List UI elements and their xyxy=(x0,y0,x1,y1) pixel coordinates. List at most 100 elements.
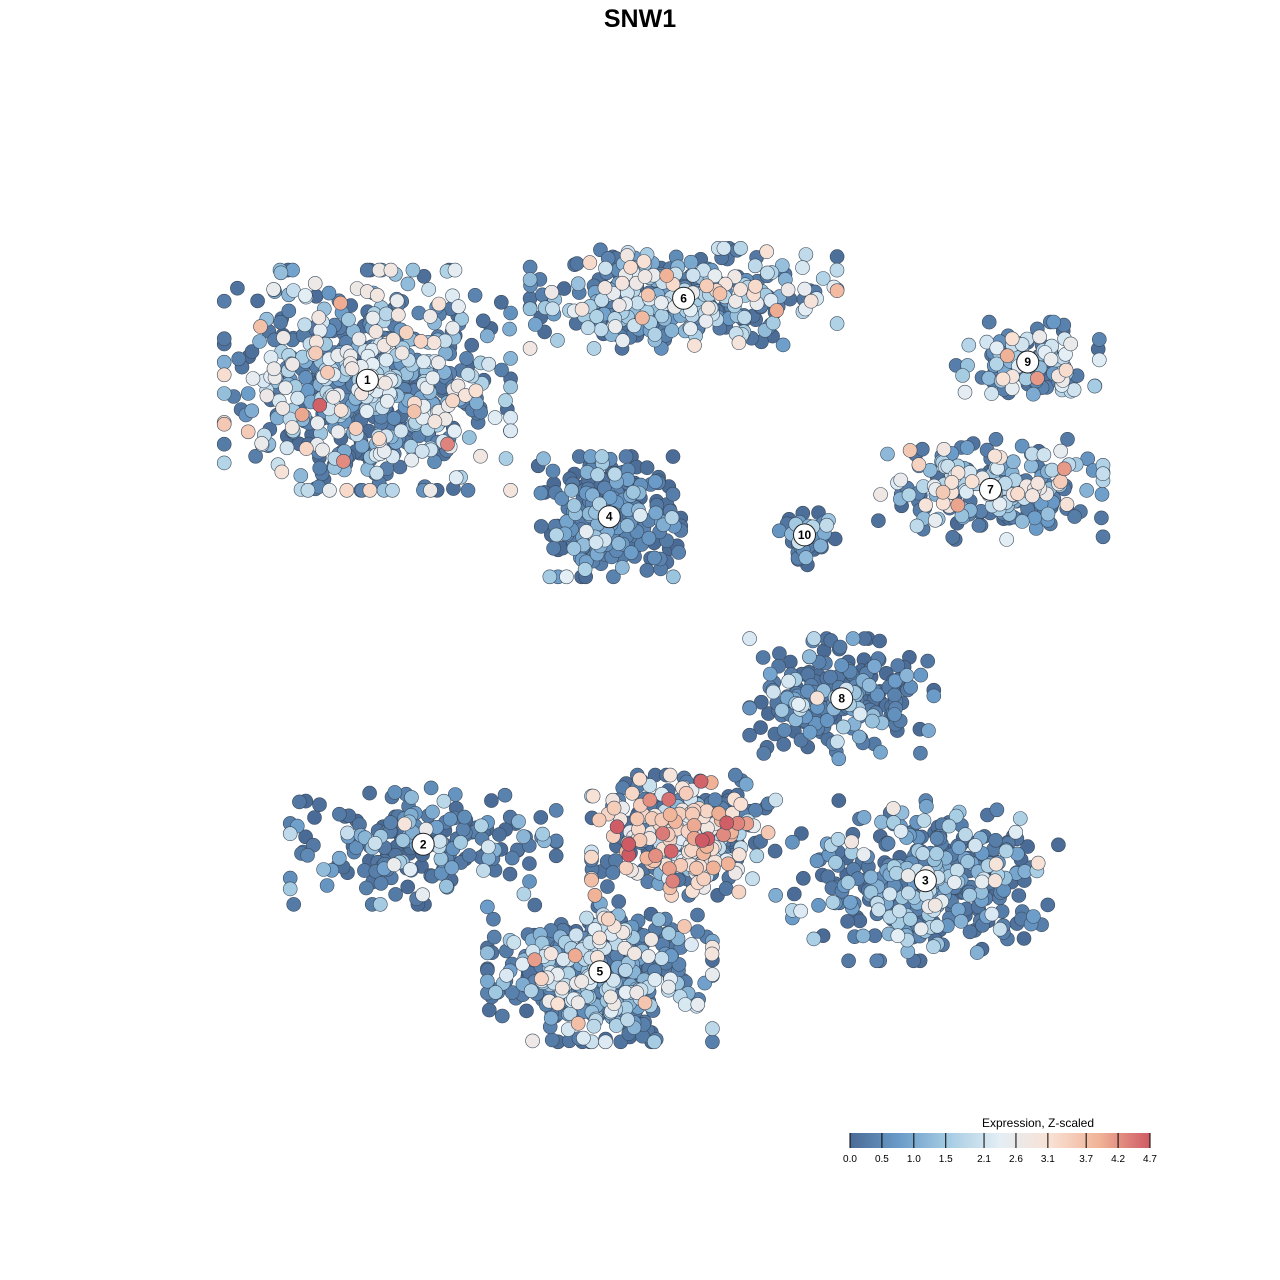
cell-point xyxy=(282,881,298,897)
cell-point xyxy=(527,317,543,332)
cell-point xyxy=(331,850,347,866)
cell-point xyxy=(802,724,818,740)
cell-point xyxy=(1020,839,1035,854)
cell-point xyxy=(1094,510,1109,526)
cell-point xyxy=(440,436,455,452)
cell-point xyxy=(431,355,446,371)
cell-point xyxy=(278,380,293,396)
cell-point xyxy=(276,330,291,345)
cell-point xyxy=(522,301,538,317)
cell-point xyxy=(457,809,472,825)
cell-point xyxy=(719,815,735,831)
cluster-label-1: 1 xyxy=(355,368,379,392)
cell-point xyxy=(700,300,716,316)
cell-point xyxy=(844,834,859,850)
cell-point xyxy=(707,268,723,284)
cell-point xyxy=(774,702,790,718)
cell-point xyxy=(543,1010,559,1026)
cell-point xyxy=(330,424,346,440)
cell-point xyxy=(292,794,307,810)
cell-point xyxy=(491,827,507,842)
legend-tick-label: 3.1 xyxy=(1041,1154,1055,1165)
cell-point xyxy=(611,298,627,313)
cell-point xyxy=(543,946,559,962)
cell-point xyxy=(564,483,579,498)
cell-point xyxy=(731,335,747,351)
cell-point xyxy=(1014,438,1030,454)
cell-point xyxy=(661,861,677,877)
cell-point xyxy=(587,887,603,903)
cell-point xyxy=(1053,474,1068,489)
cell-point xyxy=(927,512,943,528)
cell-point xyxy=(519,1003,534,1019)
cell-point xyxy=(640,287,656,303)
cell-point xyxy=(502,866,518,882)
cell-point xyxy=(1014,514,1030,529)
svg-text:8: 8 xyxy=(838,692,845,706)
legend-tick-label: 0.5 xyxy=(875,1154,889,1165)
cell-point xyxy=(584,872,599,888)
cell-point xyxy=(873,487,888,502)
cell-point xyxy=(559,569,574,585)
cell-point xyxy=(522,856,537,871)
cell-point xyxy=(1005,454,1021,470)
cell-point xyxy=(416,354,431,370)
cell-point xyxy=(216,354,232,370)
cell-point xyxy=(297,288,313,303)
cell-point xyxy=(913,921,929,937)
cell-point xyxy=(362,482,378,498)
cell-point xyxy=(281,303,297,319)
cell-point xyxy=(1030,855,1046,871)
cell-point xyxy=(602,490,618,505)
cell-point xyxy=(1060,431,1075,447)
cell-point xyxy=(981,370,997,386)
cell-point xyxy=(958,827,973,842)
cluster-label-9: 9 xyxy=(1016,350,1040,374)
cell-point xyxy=(1008,824,1024,840)
cell-point xyxy=(823,669,838,685)
cell-point xyxy=(632,771,647,787)
cell-point xyxy=(285,356,300,372)
cell-point xyxy=(359,404,375,419)
cell-point xyxy=(625,484,641,500)
cell-point xyxy=(568,927,584,943)
cell-point xyxy=(627,946,642,961)
cell-point xyxy=(731,884,747,900)
cluster-label-7: 7 xyxy=(979,477,1002,501)
cell-point xyxy=(718,881,734,896)
cell-point xyxy=(987,873,1003,889)
cell-point xyxy=(433,851,449,867)
cell-point xyxy=(887,707,902,722)
cell-point xyxy=(322,482,337,498)
cell-point xyxy=(727,767,743,783)
cell-point xyxy=(913,745,928,761)
cell-point xyxy=(798,247,814,262)
cell-point xyxy=(390,307,406,323)
cell-point xyxy=(871,902,886,918)
cell-point xyxy=(1053,443,1068,459)
cell-point xyxy=(1026,386,1041,402)
cell-point xyxy=(451,299,466,314)
cell-point xyxy=(720,856,736,872)
cell-point xyxy=(840,914,855,929)
cell-point xyxy=(300,482,316,498)
cell-point xyxy=(284,420,300,435)
cell-point xyxy=(901,487,917,503)
cell-point xyxy=(606,569,621,585)
cell-point xyxy=(480,899,495,915)
cell-point xyxy=(423,482,438,498)
cell-point xyxy=(308,345,324,361)
cell-point xyxy=(244,403,260,419)
cell-point xyxy=(864,713,880,729)
cell-point xyxy=(690,924,706,939)
cell-point xyxy=(393,423,409,439)
cell-point xyxy=(851,729,867,745)
cell-point xyxy=(298,441,314,456)
cell-point xyxy=(776,722,792,738)
cell-point xyxy=(742,727,757,743)
cell-point xyxy=(919,799,934,814)
cell-point xyxy=(661,792,677,807)
cell-point xyxy=(967,838,983,853)
cell-point xyxy=(493,294,509,310)
